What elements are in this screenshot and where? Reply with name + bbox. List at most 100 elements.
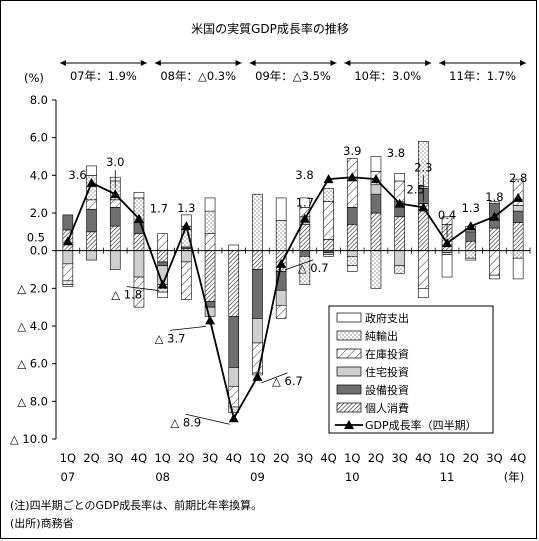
bar-consumption bbox=[370, 212, 382, 251]
x-year-label: 08 bbox=[155, 470, 170, 484]
x-tick-label: 2Q bbox=[273, 451, 289, 465]
gdp-point-marker bbox=[252, 371, 263, 381]
x-year-label: 11 bbox=[440, 470, 455, 484]
bar-housing-investment bbox=[86, 250, 97, 261]
bar-inventory-investment bbox=[346, 158, 358, 208]
gdp-point-marker bbox=[299, 213, 310, 223]
gdp-point-marker bbox=[110, 189, 121, 199]
x-tick-label: 2Q bbox=[463, 451, 479, 465]
bar-government-spending bbox=[418, 288, 429, 299]
gdp-point-marker bbox=[394, 198, 405, 208]
bar-equipment-investment bbox=[370, 193, 382, 214]
bar-equipment-investment bbox=[299, 250, 311, 257]
chart-title: 米国の実質GDP成長率の推移 bbox=[191, 21, 349, 36]
bar-government-spending bbox=[133, 191, 145, 199]
legend-swatch-net-exports bbox=[336, 330, 362, 341]
bar-equipment-investment bbox=[157, 261, 168, 267]
x-tick-label: 1Q bbox=[439, 451, 455, 465]
legend-swatch-government-spending bbox=[336, 312, 362, 323]
y-tick-label: △ 8.0 bbox=[17, 394, 48, 408]
gdp-data-label: 1.7 bbox=[150, 202, 168, 216]
legend-label-housing-investment: 住宅投資 bbox=[365, 365, 409, 379]
gdp-point-marker bbox=[442, 238, 453, 248]
annual-period-markers: 07年：1.9% 08年：△0.3% 09年：△3.5% 10年：3.0% 11年：1.… bbox=[60, 60, 526, 83]
bar-government-spending bbox=[86, 165, 97, 176]
period-label: 09年：△3.5% bbox=[255, 69, 331, 83]
bar-inventory-investment bbox=[133, 276, 145, 308]
x-axis-unit: (年) bbox=[504, 470, 524, 484]
gdp-growth-line bbox=[62, 172, 524, 423]
gdp-data-label: 2.8 bbox=[509, 171, 527, 185]
y-tick-label: 6.0 bbox=[30, 131, 48, 145]
gdp-point-marker bbox=[205, 315, 216, 325]
period-arrowhead-left bbox=[439, 60, 446, 66]
legend-label-consumption: 個人消費 bbox=[365, 401, 409, 415]
y-tick-label: 0.0 bbox=[30, 244, 48, 258]
x-tick-label: 2Q bbox=[178, 451, 194, 465]
gdp-point-marker bbox=[347, 172, 358, 182]
bar-inventory-investment bbox=[204, 233, 216, 251]
y-tick-label: △ 10.0 bbox=[10, 432, 48, 446]
gdp-data-label: 0.5 bbox=[27, 230, 45, 244]
x-tick-label: 1Q bbox=[344, 451, 360, 465]
bar-consumption bbox=[86, 231, 97, 251]
gdp-data-label: 3.0 bbox=[106, 155, 124, 169]
bar-equipment-investment bbox=[86, 208, 97, 233]
bar-housing-investment bbox=[181, 250, 192, 263]
period-label: 11年：1.7% bbox=[449, 69, 516, 83]
bar-equipment-investment bbox=[512, 210, 524, 223]
gdp-data-label: 3.8 bbox=[387, 146, 405, 160]
gdp-point-marker bbox=[323, 174, 334, 184]
bar-government-spending bbox=[370, 156, 382, 172]
period-arrowhead-left bbox=[154, 60, 161, 66]
bar-equipment-investment bbox=[252, 269, 263, 319]
bar-housing-investment bbox=[370, 184, 382, 195]
bar-net-exports bbox=[489, 201, 500, 204]
bar-inventory-investment bbox=[181, 261, 192, 300]
bar-housing-investment bbox=[275, 289, 287, 306]
bar-net-exports bbox=[62, 280, 74, 285]
bar-equipment-investment bbox=[346, 207, 358, 225]
period-label: 10年：3.0% bbox=[354, 69, 421, 83]
x-tick-label: 4Q bbox=[320, 451, 336, 465]
bar-consumption bbox=[109, 225, 121, 251]
source-note: (出所)商務省 bbox=[10, 517, 74, 530]
gdp-data-label: 0.4 bbox=[438, 208, 456, 222]
x-tick-label: 4Q bbox=[226, 451, 242, 465]
bar-consumption bbox=[157, 250, 168, 263]
gdp-data-label: 2.3 bbox=[414, 160, 432, 174]
footnote: (注)四半期ごとのGDP成長率は、前期比年率換算。 bbox=[10, 499, 263, 512]
gdp-point-marker bbox=[86, 177, 97, 187]
x-year-label: 07 bbox=[61, 470, 76, 484]
legend-swatch-consumption bbox=[336, 402, 362, 413]
gdp-data-label: △ 3.7 bbox=[155, 331, 186, 345]
x-tick-label: 3Q bbox=[107, 451, 123, 465]
gdp-point-marker bbox=[489, 211, 500, 221]
gdp-data-label: △ 0.7 bbox=[298, 261, 329, 275]
y-tick-label: 4.0 bbox=[30, 168, 48, 182]
gdp-point-marker bbox=[465, 221, 476, 231]
bar-government-spending bbox=[299, 197, 311, 208]
bar-government-spending bbox=[394, 173, 405, 182]
x-tick-label: 4Q bbox=[415, 451, 431, 465]
gdp-data-label: △ 6.7 bbox=[272, 374, 303, 388]
bar-inventory-investment bbox=[62, 263, 74, 282]
legend-marker-gdp bbox=[344, 420, 354, 429]
legend-label-inventory-investment: 在庫投資 bbox=[365, 347, 409, 361]
bar-net-exports bbox=[204, 210, 216, 235]
legend-label-net-exports: 純輸出 bbox=[365, 329, 398, 343]
bar-equipment-investment bbox=[109, 207, 121, 227]
legend-label-gdp-growth: GDP成長率（四半期） bbox=[365, 418, 477, 432]
label-leader-line bbox=[170, 325, 207, 331]
x-tick-label: 2Q bbox=[368, 451, 384, 465]
period-arrowhead-right bbox=[520, 60, 526, 66]
bar-net-exports bbox=[465, 250, 477, 259]
bar-inventory-investment bbox=[275, 304, 287, 319]
gdp-data-label: 1.8 bbox=[485, 190, 503, 204]
y-tick-label: △ 4.0 bbox=[17, 319, 48, 333]
gdp-data-label: 3.6 bbox=[68, 168, 86, 182]
gdp-point-marker bbox=[133, 213, 144, 223]
period-arrowhead-right bbox=[425, 60, 432, 66]
bar-government-spending bbox=[512, 257, 524, 280]
bar-equipment-investment bbox=[465, 231, 477, 242]
